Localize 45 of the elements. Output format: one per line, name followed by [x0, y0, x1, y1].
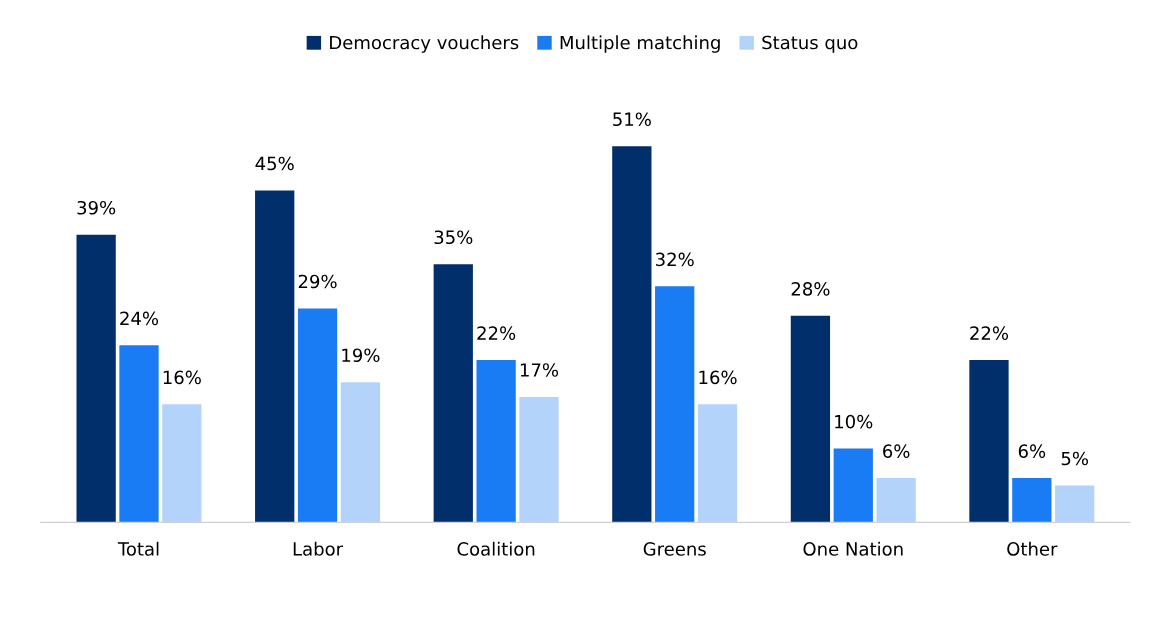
data-label: 32%	[656, 252, 694, 267]
legend-label: Status quo	[762, 35, 858, 53]
bar	[790, 315, 831, 523]
bar	[433, 264, 473, 523]
bar	[297, 308, 338, 523]
bar	[876, 478, 916, 523]
legend-label: Multiple matching	[560, 35, 720, 53]
data-label: 16%	[163, 370, 201, 385]
bar	[697, 404, 738, 523]
data-label: 17%	[520, 363, 559, 377]
data-label: 29%	[298, 274, 337, 289]
data-label: 22%	[970, 326, 1009, 340]
legend-label: Democracy vouchers	[330, 35, 519, 53]
data-label: 35%	[434, 230, 473, 245]
bar	[340, 382, 381, 523]
x-tick-label: Coalition	[457, 541, 535, 556]
data-label: 51%	[613, 112, 651, 127]
data-label: 6%	[883, 444, 910, 458]
bar	[612, 146, 652, 523]
x-tick-label: One Nation	[803, 541, 903, 556]
bar	[119, 345, 159, 523]
bar	[519, 396, 559, 523]
data-label: 10%	[835, 414, 873, 429]
bar	[655, 286, 695, 523]
bar	[1055, 485, 1095, 523]
x-tick-label: Total	[117, 541, 159, 556]
x-tick-label: Labor	[293, 541, 344, 556]
data-label: 22%	[477, 326, 516, 340]
data-label: 39%	[77, 200, 116, 215]
x-tick-label: Other	[1007, 541, 1058, 556]
bar	[76, 234, 116, 523]
bar	[1012, 478, 1052, 523]
bar	[476, 360, 516, 523]
bar	[162, 404, 202, 523]
data-label: 28%	[791, 282, 830, 296]
data-label: 16%	[699, 370, 737, 385]
data-label: 24%	[120, 311, 159, 326]
bar	[969, 360, 1009, 523]
x-tick-label: Greens	[643, 542, 706, 556]
data-label: 6%	[1018, 444, 1046, 458]
bar	[833, 448, 873, 523]
data-label: 19%	[342, 348, 380, 363]
data-label: 5%	[1061, 451, 1089, 466]
bar	[255, 190, 295, 523]
data-label: 45%	[255, 156, 294, 171]
